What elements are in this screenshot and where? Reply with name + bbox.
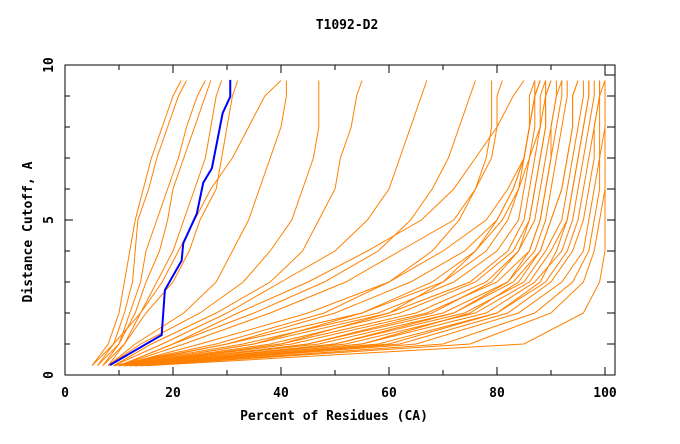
model-line-37 bbox=[135, 80, 579, 367]
model-line-22 bbox=[124, 80, 568, 367]
model-line-24 bbox=[129, 80, 584, 367]
chart-title: T1092-D2 bbox=[316, 18, 379, 33]
model-line-17 bbox=[113, 80, 541, 367]
model-line-7 bbox=[91, 80, 282, 367]
x-tick-label: 20 bbox=[165, 386, 181, 401]
model-line-11 bbox=[113, 80, 428, 367]
model-line-12 bbox=[118, 80, 476, 367]
model-line-13 bbox=[118, 80, 493, 367]
y-tick-label: 10 bbox=[42, 57, 57, 73]
model-line-2 bbox=[96, 80, 187, 366]
highlight-line bbox=[109, 79, 232, 366]
model-line-34 bbox=[124, 80, 541, 367]
x-tick-label: 60 bbox=[381, 386, 397, 401]
model-line-20 bbox=[118, 80, 557, 367]
model-line-4 bbox=[97, 80, 212, 367]
model-line-18 bbox=[118, 80, 547, 367]
model-line-29 bbox=[135, 80, 606, 367]
model-line-16 bbox=[113, 80, 536, 367]
model-line-40 bbox=[135, 80, 590, 367]
series-lines bbox=[91, 79, 606, 367]
x-tick-label: 100 bbox=[593, 386, 617, 401]
model-line-35 bbox=[118, 80, 547, 367]
model-line-8 bbox=[107, 80, 287, 367]
model-line-6 bbox=[102, 80, 239, 367]
y-axis-label: Distance Cutoff, A bbox=[21, 161, 36, 302]
model-line-1 bbox=[91, 80, 182, 366]
model-line-33 bbox=[129, 80, 552, 367]
model-line-28 bbox=[135, 80, 601, 367]
y-tick-label: 5 bbox=[42, 216, 57, 224]
x-axis-label: Percent of Residues (CA) bbox=[240, 409, 428, 424]
x-tick-label: 80 bbox=[489, 386, 505, 401]
model-line-3 bbox=[102, 80, 206, 366]
model-line-15 bbox=[118, 80, 525, 367]
model-line-26 bbox=[129, 80, 595, 367]
model-line-21 bbox=[124, 80, 563, 367]
model-line-39 bbox=[113, 80, 541, 367]
model-line-32 bbox=[145, 80, 606, 367]
model-line-9 bbox=[107, 80, 320, 367]
x-tick-label: 40 bbox=[273, 386, 289, 401]
model-line-14 bbox=[118, 80, 503, 367]
model-line-10 bbox=[113, 80, 363, 367]
corner-box bbox=[604, 64, 616, 76]
axes: 0 20 40 60 80 100 0 5 10 bbox=[42, 57, 617, 401]
x-tick-label: 0 bbox=[61, 386, 69, 401]
model-line-36 bbox=[129, 80, 563, 367]
model-line-5 bbox=[107, 80, 223, 366]
y-tick-label: 0 bbox=[42, 371, 57, 379]
